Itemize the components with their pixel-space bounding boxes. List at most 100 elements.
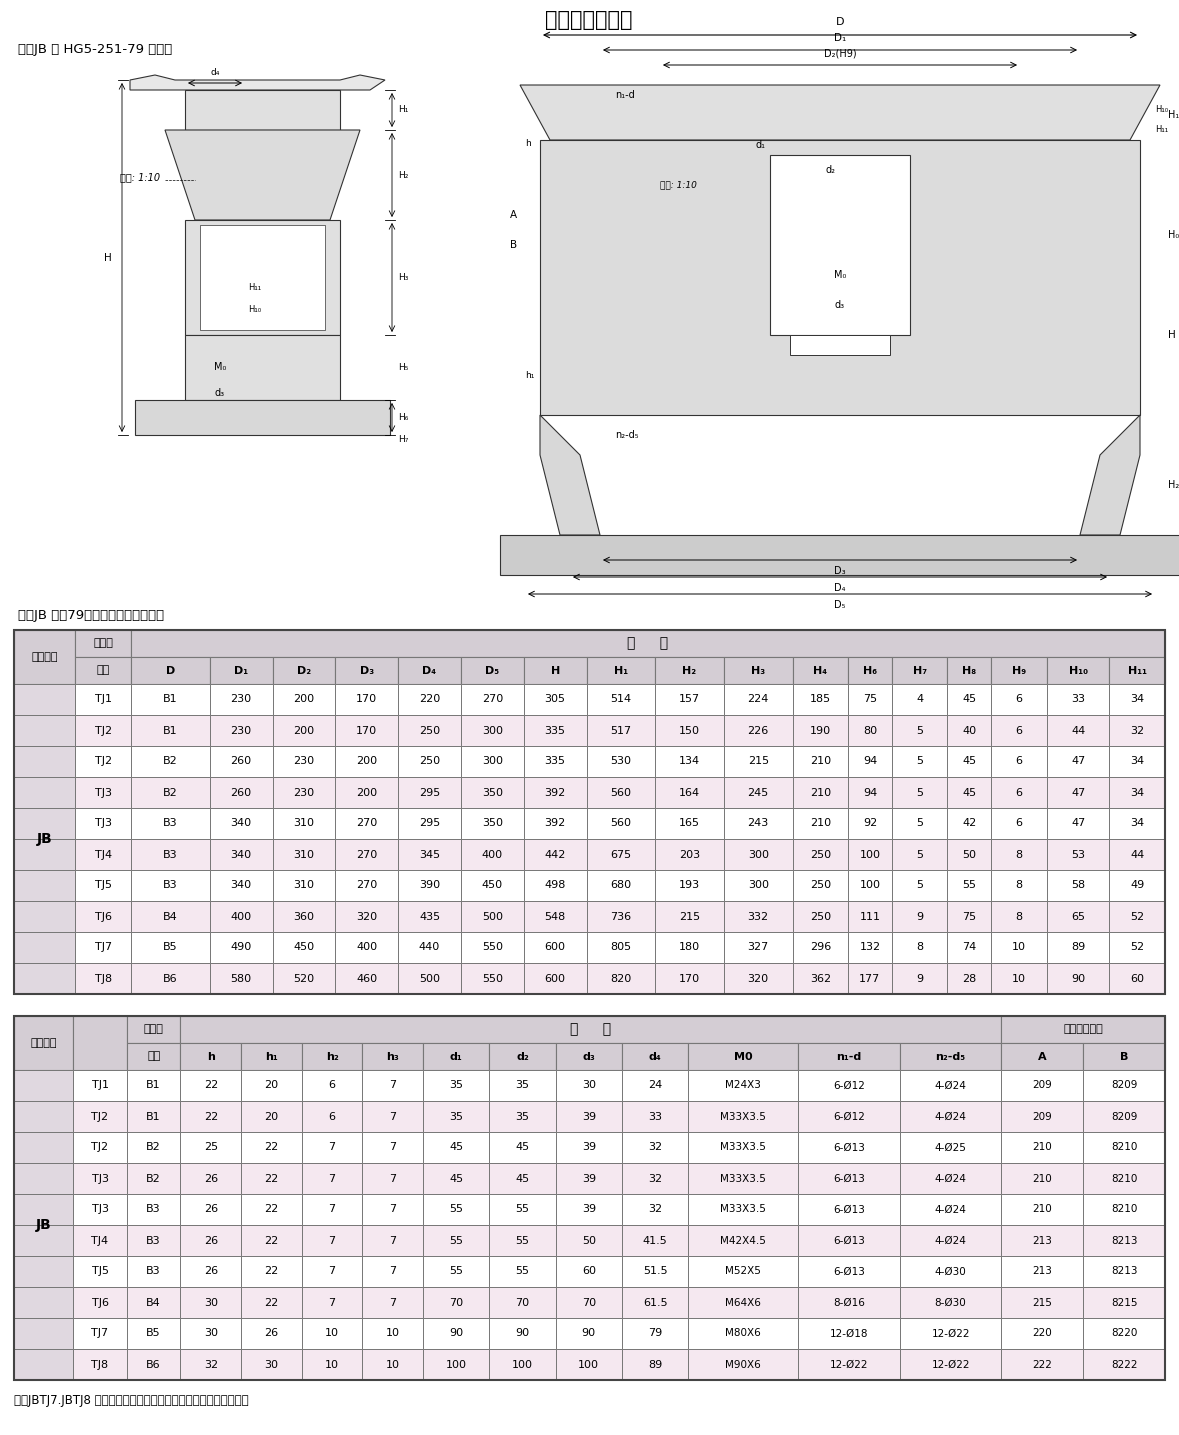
Bar (891, 931, 948, 963)
Bar (948, 684, 992, 715)
Bar (131, 808, 210, 839)
Bar (180, 1287, 241, 1317)
Text: 300: 300 (747, 881, 769, 891)
Text: 332: 332 (747, 911, 769, 921)
Text: 185: 185 (810, 695, 831, 705)
Bar (900, 1162, 1001, 1194)
Bar (1084, 1071, 1165, 1101)
Text: TJ3: TJ3 (92, 1174, 108, 1184)
Bar (241, 1287, 302, 1317)
Text: 10: 10 (386, 1359, 400, 1369)
Text: 8: 8 (1015, 850, 1022, 860)
Bar (127, 1132, 180, 1162)
Bar (127, 1162, 180, 1194)
Bar (1109, 901, 1165, 931)
Bar (180, 1162, 241, 1194)
Text: 52: 52 (1131, 911, 1145, 921)
Text: H₁: H₁ (399, 106, 408, 115)
Text: 180: 180 (679, 943, 700, 953)
Text: 400: 400 (356, 943, 377, 953)
Text: 90: 90 (515, 1329, 529, 1339)
Text: B3: B3 (146, 1267, 162, 1277)
Bar (792, 931, 848, 963)
Bar (1084, 1225, 1165, 1256)
Bar (73, 1071, 127, 1101)
Text: 44: 44 (1131, 850, 1145, 860)
Text: d₁: d₁ (755, 141, 765, 151)
Text: 28: 28 (962, 973, 976, 983)
Bar (948, 776, 992, 808)
Text: 320: 320 (747, 973, 769, 983)
Bar (1001, 1287, 1084, 1317)
Bar (798, 1132, 900, 1162)
Text: 5: 5 (916, 726, 923, 736)
Text: 4-Ø24: 4-Ø24 (935, 1204, 967, 1214)
Text: 680: 680 (611, 881, 632, 891)
Text: 20: 20 (264, 1112, 278, 1122)
Text: 39: 39 (581, 1112, 595, 1122)
Bar (1047, 776, 1109, 808)
Bar (1109, 839, 1165, 870)
Text: 32: 32 (648, 1142, 663, 1152)
Text: 134: 134 (679, 756, 700, 766)
Bar (75, 901, 131, 931)
Text: H₁₀: H₁₀ (1068, 666, 1088, 676)
Text: 300: 300 (747, 850, 769, 860)
Bar (1084, 1256, 1165, 1287)
Bar (724, 684, 792, 715)
Text: d₃: d₃ (835, 300, 845, 310)
Text: 一、JB 型 HG5-251-79 标机架: 一、JB 型 HG5-251-79 标机架 (18, 43, 172, 56)
Text: 170: 170 (356, 726, 377, 736)
Bar (587, 776, 656, 808)
Text: 440: 440 (419, 943, 440, 953)
Text: 200: 200 (356, 756, 377, 766)
Bar (798, 1225, 900, 1256)
Text: M₀: M₀ (834, 270, 847, 280)
Text: TJ3: TJ3 (92, 1204, 108, 1214)
Bar (14, 1256, 73, 1287)
Bar (210, 901, 272, 931)
Bar (399, 684, 461, 715)
Text: 24: 24 (648, 1081, 663, 1091)
Bar (210, 715, 272, 746)
Bar (335, 870, 399, 901)
Polygon shape (520, 85, 1160, 141)
Bar (623, 1101, 689, 1132)
Bar (461, 776, 523, 808)
Text: 33: 33 (1071, 695, 1085, 705)
Text: h₁: h₁ (525, 370, 534, 379)
Text: 8209: 8209 (1111, 1112, 1138, 1122)
Text: 34: 34 (1131, 695, 1145, 705)
Text: 530: 530 (611, 756, 632, 766)
Bar (302, 1225, 362, 1256)
Bar (131, 776, 210, 808)
Bar (461, 839, 523, 870)
Bar (127, 1225, 180, 1256)
Bar (241, 1194, 302, 1225)
Text: H₁: H₁ (614, 666, 628, 676)
Text: 230: 230 (231, 726, 251, 736)
Text: 33: 33 (648, 1112, 663, 1122)
Text: 尺     寸: 尺 寸 (571, 1023, 612, 1036)
Bar (75, 657, 131, 684)
Bar (75, 931, 131, 963)
Text: 94: 94 (863, 788, 877, 798)
Bar (14, 1016, 73, 1071)
Bar (555, 1132, 623, 1162)
Text: n₁-d: n₁-d (615, 90, 634, 100)
Bar (689, 1349, 798, 1380)
Bar (489, 1071, 555, 1101)
Bar (724, 746, 792, 776)
Text: 55: 55 (449, 1236, 463, 1246)
Text: B6: B6 (146, 1359, 162, 1369)
Bar (73, 1101, 127, 1132)
Bar (555, 1043, 623, 1071)
Bar (272, 931, 335, 963)
Text: H₇: H₇ (913, 666, 927, 676)
Text: 435: 435 (419, 911, 440, 921)
Text: 100: 100 (859, 881, 881, 891)
Text: 34: 34 (1131, 788, 1145, 798)
Text: 8: 8 (916, 943, 923, 953)
Text: 362: 362 (810, 973, 831, 983)
Text: 12-Ø22: 12-Ø22 (931, 1359, 970, 1369)
